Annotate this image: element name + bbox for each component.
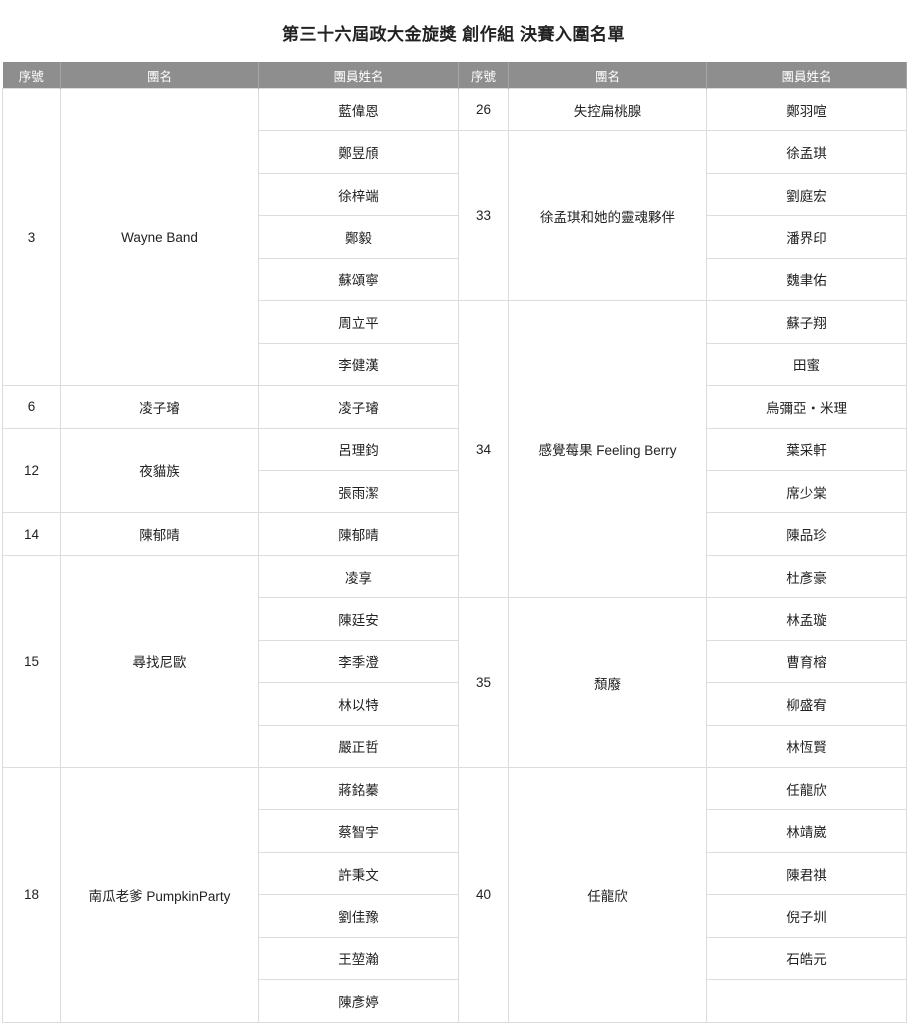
member-name: 林靖崴	[706, 809, 907, 853]
table-row: 李季澄 曹育榕	[3, 639, 907, 684]
band-name: 徐孟琪和她的靈魂夥伴	[508, 130, 707, 302]
member-name: 潘界印	[706, 215, 907, 259]
member-name: 呂理鈞	[258, 427, 459, 471]
table-row: 劉佳豫 倪子圳	[3, 894, 907, 938]
table-row: 18 南瓜老爹 PumpkinParty 蔣銘蓁 40 任龍欣 任龍欣	[2, 766, 907, 1023]
table-row: 許秉文 陳君祺	[3, 851, 907, 896]
table-row: 6 凌子璿 凌子璿 烏彌亞・米理	[2, 385, 907, 429]
member-name	[706, 979, 907, 1023]
band-name: 失控扁桃腺	[508, 87, 707, 132]
member-name: 嚴正哲	[258, 724, 459, 769]
band-name: 夜貓族	[60, 427, 259, 514]
header-band: 團名	[60, 62, 259, 89]
member-name: 任龍欣	[706, 766, 907, 811]
header-number: 序號	[458, 62, 509, 89]
member-name: 陳彥婷	[258, 979, 459, 1023]
member-name: 鄭羽喧	[706, 87, 907, 132]
member-name: 鄭昱頎	[258, 130, 459, 174]
table-row: 陳彥婷	[3, 979, 907, 1023]
member-name: 王堃瀚	[258, 936, 459, 981]
member-name: 林恆賢	[706, 724, 907, 769]
band-number: 26	[458, 87, 509, 132]
table-row: 蘇頌寧 魏聿佑	[3, 257, 907, 302]
table-row: 張雨潔 席少棠	[3, 469, 907, 514]
band-name: 陳郁晴	[60, 512, 259, 556]
member-name: 蘇子翔	[706, 300, 907, 344]
member-name: 鄭毅	[258, 215, 459, 259]
table-row: 徐梓端 劉庭宏	[3, 172, 907, 217]
member-name: 陳品珍	[706, 512, 907, 556]
member-name: 烏彌亞・米理	[706, 385, 907, 429]
band-number: 18	[2, 767, 61, 1023]
band-number: 33	[458, 130, 509, 302]
member-name: 張雨潔	[258, 469, 459, 514]
table-row: 周立平 34 感覺莓果 Feeling Berry 蘇子翔	[3, 300, 907, 599]
member-name: 李健漢	[258, 342, 459, 387]
table-header-row: 序號 團名 團員姓名 序號 團名 團員姓名	[2, 62, 907, 89]
member-name: 柳盛宥	[706, 682, 907, 726]
member-name: 石皓元	[706, 936, 907, 981]
member-name: 杜彥豪	[706, 554, 907, 599]
table-row: 蔡智宇 林靖崴	[3, 809, 907, 853]
member-name: 凌子璿	[258, 385, 459, 429]
member-name: 陳君祺	[706, 851, 907, 896]
band-name: 南瓜老爹 PumpkinParty	[60, 767, 259, 1023]
band-name: 頹廢	[508, 597, 707, 768]
band-number: 34	[458, 300, 509, 599]
header-members: 團員姓名	[258, 62, 459, 89]
band-number: 15	[2, 554, 61, 769]
member-name: 倪子圳	[706, 894, 907, 938]
member-name: 周立平	[258, 300, 459, 344]
member-name: 劉佳豫	[258, 894, 459, 938]
member-name: 蔣銘蓁	[258, 766, 459, 811]
member-name: 許秉文	[258, 851, 459, 896]
member-name: 曹育榕	[706, 639, 907, 684]
band-number: 35	[458, 597, 509, 768]
member-name: 徐梓端	[258, 172, 459, 217]
table-row: 15 尋找尼歐 凌享 杜彥豪	[2, 554, 907, 769]
table-row: 14 陳郁晴 陳郁晴 陳品珍	[2, 512, 907, 556]
band-number: 6	[2, 385, 61, 429]
band-number: 12	[2, 427, 61, 514]
band-name: Wayne Band	[60, 87, 259, 387]
member-name: 田蜜	[706, 342, 907, 387]
header-members: 團員姓名	[706, 62, 907, 89]
member-name: 蔡智宇	[258, 809, 459, 853]
member-name: 凌享	[258, 554, 459, 599]
table-row: 嚴正哲 林恆賢	[3, 724, 907, 769]
band-number: 3	[2, 87, 61, 387]
band-number: 40	[458, 767, 509, 1023]
header-band: 團名	[508, 62, 707, 89]
band-name: 任龍欣	[508, 767, 707, 1023]
member-name: 劉庭宏	[706, 172, 907, 217]
page-title: 第三十六屆政大金旋獎 創作組 決賽入圍名單	[282, 25, 625, 44]
member-name: 林孟璇	[706, 597, 907, 641]
member-name: 席少棠	[706, 469, 907, 514]
member-name: 蘇頌寧	[258, 257, 459, 302]
table-row: 3 Wayne Band 藍偉恩 26 失控扁桃腺 鄭羽喧	[2, 87, 907, 387]
table-body: 3 Wayne Band 藍偉恩 26 失控扁桃腺 鄭羽喧 鄭昱頎 33 徐孟琪和她的靈魂夥伴徐…	[2, 87, 907, 1023]
table-row: 12 夜貓族 呂理鈞 葉采軒	[2, 427, 907, 514]
member-name: 徐孟琪	[706, 130, 907, 174]
member-name: 陳郁晴	[258, 512, 459, 556]
member-name: 李季澄	[258, 639, 459, 684]
member-name: 藍偉恩	[258, 87, 459, 132]
table-row: 陳廷安 35 頹廢 林孟璇	[3, 597, 907, 768]
header-number: 序號	[2, 62, 61, 89]
table-row: 李健漢 田蜜	[3, 342, 907, 387]
band-number: 14	[2, 512, 61, 556]
table-row: 林以特 柳盛宥	[3, 682, 907, 726]
band-name: 尋找尼歐	[60, 554, 259, 769]
member-name: 葉采軒	[706, 427, 907, 471]
member-name: 魏聿佑	[706, 257, 907, 302]
table-row: 鄭毅 潘界印	[3, 215, 907, 259]
band-name: 凌子璿	[60, 385, 259, 429]
band-name: 感覺莓果 Feeling Berry	[508, 300, 707, 599]
member-name: 陳廷安	[258, 597, 459, 641]
member-name: 林以特	[258, 682, 459, 726]
finalists-table: 序號 團名 團員姓名 序號 團名 團員姓名 3 Wayne Band 藍偉恩 26 失控…	[2, 62, 907, 1023]
